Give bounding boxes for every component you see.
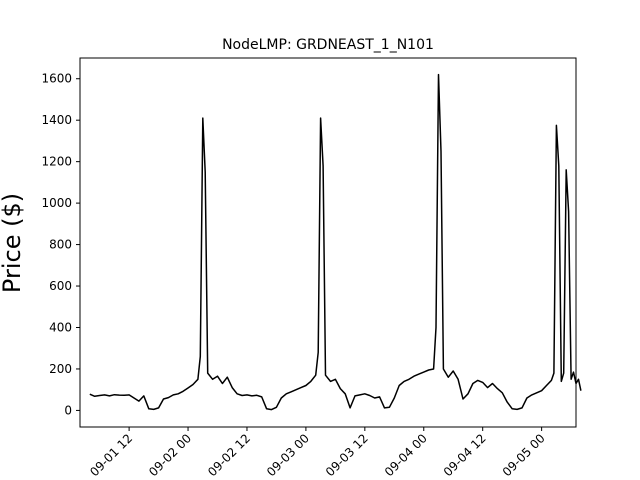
- y-tick-label: 400: [49, 320, 72, 334]
- y-tick-label: 800: [49, 238, 72, 252]
- y-tick-label: 1200: [41, 155, 72, 169]
- y-tick-label: 200: [49, 362, 72, 376]
- plot-area: [89, 73, 582, 411]
- y-axis-label: Price ($): [0, 193, 26, 293]
- plot-frame: [79, 57, 577, 428]
- chart-title: NodeLMP: GRDNEAST_1_N101: [222, 37, 434, 53]
- y-tick-label: 1000: [41, 196, 72, 210]
- price-series-line: [89, 73, 582, 411]
- y-axis-ticks: 0 200 400 600 800 1000 1200 1400 1600: [41, 72, 80, 417]
- y-tick-label: 600: [49, 279, 72, 293]
- y-tick-label: 0: [64, 403, 72, 417]
- y-tick-label: 1400: [41, 113, 72, 127]
- y-tick-label: 1600: [41, 72, 72, 86]
